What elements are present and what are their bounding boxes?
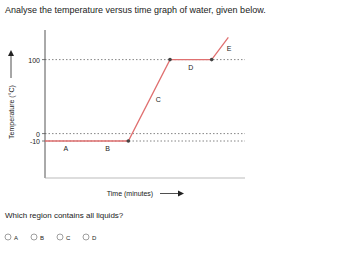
title: Analyse the temperature versus time grap…	[5, 5, 266, 15]
segment-label: C	[156, 96, 161, 103]
radio[interactable]	[31, 234, 37, 240]
grid-line	[45, 133, 245, 134]
grid-line	[45, 59, 245, 60]
x-axis-title: Time (minutes)	[107, 190, 153, 198]
segment-label: B	[105, 145, 110, 152]
option-label: A	[14, 235, 18, 241]
y-axis-title: Temperature (°C)	[8, 85, 16, 139]
axis-arrow-head	[178, 191, 184, 197]
radio[interactable]	[57, 234, 63, 240]
y-axis	[45, 30, 46, 178]
tick-label: 100	[28, 57, 40, 64]
axis-arrow-head	[8, 50, 14, 56]
option-label: D	[92, 235, 97, 241]
radio[interactable]	[5, 234, 11, 240]
x-axis	[45, 178, 245, 179]
line	[45, 37, 228, 141]
marker	[210, 58, 214, 62]
marker	[168, 58, 172, 62]
marker	[127, 139, 131, 143]
segment-label: D	[188, 64, 193, 71]
segment-label: A	[63, 145, 68, 152]
tick-label: 0	[36, 131, 40, 138]
question: Which region contains all liquids?	[5, 211, 124, 220]
option-label: C	[66, 235, 71, 241]
radio[interactable]	[83, 234, 89, 240]
segment-label: E	[227, 45, 232, 52]
tick-label: -10	[30, 138, 40, 145]
plot	[45, 37, 228, 142]
option-label: B	[40, 235, 44, 241]
page: Analyse the temperature versus time grap…	[0, 0, 351, 255]
